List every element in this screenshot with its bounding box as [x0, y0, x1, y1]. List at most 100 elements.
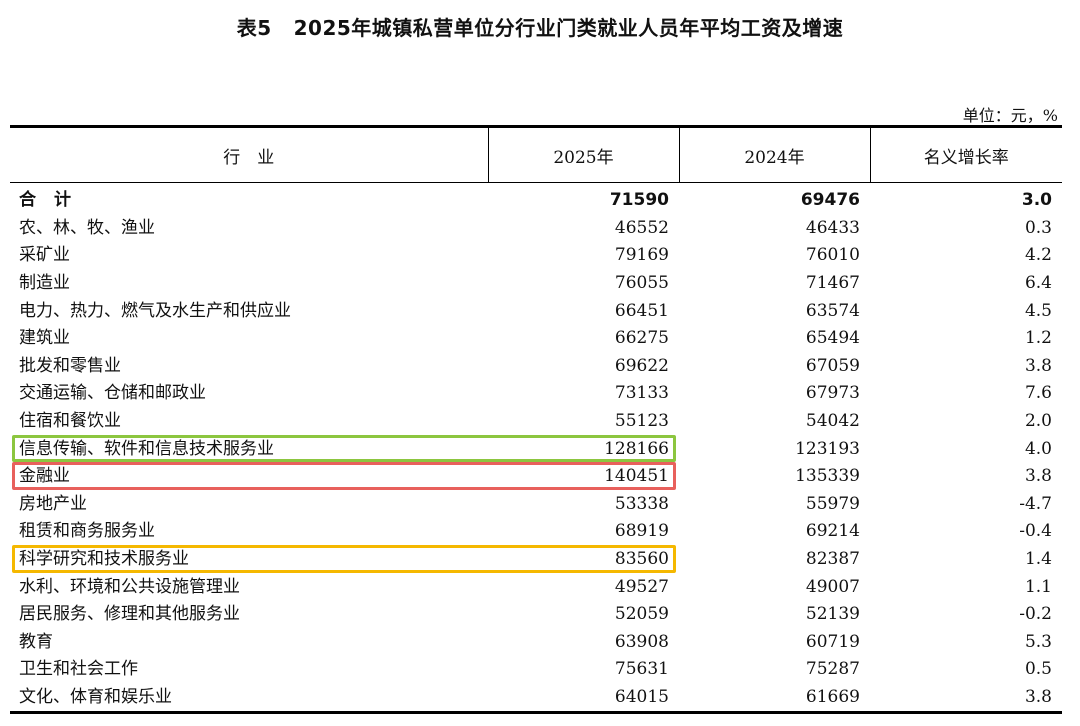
growth-rate: 7.6: [1024, 383, 1052, 404]
industry-name: 制造业: [19, 273, 70, 294]
value-2025: 52059: [614, 604, 669, 625]
value-2024: 63574: [805, 300, 860, 321]
header-growth: 名义增长率: [870, 126, 1062, 183]
growth-rate: 4.2: [1024, 245, 1052, 266]
value-2025: 76055: [614, 273, 669, 294]
table-row: 电力、热力、燃气及水生产和供应业 66451 63574 4.5: [10, 297, 1062, 325]
value-2024: 54042: [805, 411, 860, 432]
industry-name: 采矿业: [19, 245, 70, 266]
table-row: 文化、体育和娱乐业 64015 61669 3.8: [10, 684, 1062, 713]
value-2024: 67973: [805, 383, 860, 404]
industry-name: 科学研究和技术服务业: [19, 549, 189, 570]
industry-name: 房地产业: [19, 493, 87, 514]
value-2024: 123193: [795, 438, 860, 459]
table-row: 交通运输、仓储和邮政业 73133 67973 7.6: [10, 380, 1062, 408]
growth-rate: 2.0: [1024, 411, 1052, 432]
table-body: 合计 71590 69476 3.0 农、林、牧、渔业 46552 46433 0.3…: [10, 183, 1062, 713]
value-2025: 68919: [614, 521, 669, 542]
table-row: 金融业 140451 135339 3.8: [10, 463, 1062, 491]
value-2024: 60719: [805, 631, 860, 652]
industry-name: 金融业: [19, 466, 70, 487]
value-2024: 135339: [795, 466, 860, 487]
growth-rate: 6.4: [1024, 273, 1052, 294]
value-2025: 63908: [614, 631, 669, 652]
growth-rate: 3.8: [1024, 686, 1052, 707]
total-2024: 69476: [800, 190, 860, 211]
growth-rate: 1.2: [1024, 328, 1052, 349]
industry-name: 水利、环境和公共设施管理业: [19, 576, 240, 597]
value-2025: 140451: [604, 466, 669, 487]
table-row: 居民服务、修理和其他服务业 52059 52139 -0.2: [10, 601, 1062, 629]
industry-name: 教育: [19, 631, 53, 652]
value-2024: 76010: [805, 245, 860, 266]
value-2024: 75287: [805, 659, 860, 680]
table-row: 科学研究和技术服务业 83560 82387 1.4: [10, 546, 1062, 574]
table-title: 表5 2025年城镇私营单位分行业门类就业人员年平均工资及增速: [0, 12, 1080, 41]
growth-rate: 4.0: [1024, 438, 1052, 459]
growth-rate: 4.5: [1024, 300, 1052, 321]
table-row: 住宿和餐饮业 55123 54042 2.0: [10, 408, 1062, 436]
value-2025: 55123: [614, 411, 669, 432]
value-2025: 66275: [614, 328, 669, 349]
table-row: 制造业 76055 71467 6.4: [10, 270, 1062, 298]
total-growth: 3.0: [1021, 190, 1052, 211]
table-number: 表5: [236, 16, 272, 40]
value-2024: 61669: [805, 686, 860, 707]
industry-name: 建筑业: [19, 328, 70, 349]
industry-name: 交通运输、仓储和邮政业: [19, 383, 206, 404]
growth-rate: 3.8: [1024, 355, 1052, 376]
industry-name: 信息传输、软件和信息技术服务业: [19, 438, 274, 459]
total-2025: 71590: [609, 190, 669, 211]
industry-name: 文化、体育和娱乐业: [19, 686, 172, 707]
industry-name: 居民服务、修理和其他服务业: [19, 604, 240, 625]
table-row: 建筑业 66275 65494 1.2: [10, 325, 1062, 353]
growth-rate: 3.8: [1024, 466, 1052, 487]
table-row: 卫生和社会工作 75631 75287 0.5: [10, 656, 1062, 684]
table-row: 农、林、牧、渔业 46552 46433 0.3: [10, 215, 1062, 243]
table-row: 批发和零售业 69622 67059 3.8: [10, 353, 1062, 381]
value-2024: 55979: [805, 493, 860, 514]
table-row: 信息传输、软件和信息技术服务业 128166 123193 4.0: [10, 435, 1062, 463]
value-2025: 83560: [614, 549, 669, 570]
total-row: 合计 71590 69476 3.0: [10, 183, 1062, 215]
header-2024: 2024年: [679, 126, 871, 183]
value-2025: 73133: [614, 383, 669, 404]
value-2024: 71467: [805, 273, 860, 294]
table-title-text: 2025年城镇私营单位分行业门类就业人员年平均工资及增速: [293, 16, 844, 40]
growth-rate: 0.5: [1024, 659, 1052, 680]
table-row: 水利、环境和公共设施管理业 49527 49007 1.1: [10, 573, 1062, 601]
value-2025: 79169: [614, 245, 669, 266]
growth-rate: 1.1: [1024, 576, 1052, 597]
value-2024: 67059: [805, 355, 860, 376]
value-2024: 65494: [805, 328, 860, 349]
value-2024: 82387: [805, 549, 860, 570]
value-2025: 66451: [614, 300, 669, 321]
value-2024: 69214: [805, 521, 860, 542]
value-2024: 49007: [805, 576, 860, 597]
header-2025: 2025年: [488, 126, 680, 183]
wage-table: 行 业 2025年 2024年 名义增长率 合计 71590 69476 3.0…: [10, 125, 1062, 715]
header-industry: 行 业: [10, 126, 489, 183]
unit-note: 单位：元，%: [962, 106, 1058, 125]
value-2025: 128166: [604, 438, 669, 459]
industry-name: 租赁和商务服务业: [19, 521, 155, 542]
value-2025: 64015: [614, 686, 669, 707]
total-label: 合计: [19, 190, 89, 211]
growth-rate: -0.2: [1019, 604, 1052, 625]
value-2025: 49527: [614, 576, 669, 597]
value-2025: 46552: [614, 217, 669, 238]
table-row: 房地产业 53338 55979 -4.7: [10, 491, 1062, 519]
header-row: 行 业 2025年 2024年 名义增长率: [10, 126, 1062, 183]
growth-rate: 0.3: [1024, 217, 1052, 238]
table-row: 教育 63908 60719 5.3: [10, 629, 1062, 657]
industry-name: 电力、热力、燃气及水生产和供应业: [19, 300, 291, 321]
industry-name: 住宿和餐饮业: [19, 411, 121, 432]
growth-rate: -4.7: [1019, 493, 1052, 514]
growth-rate: 1.4: [1024, 549, 1052, 570]
value-2025: 69622: [614, 355, 669, 376]
industry-name: 批发和零售业: [19, 355, 121, 376]
value-2025: 75631: [614, 659, 669, 680]
industry-name: 农、林、牧、渔业: [19, 217, 155, 238]
value-2024: 52139: [805, 604, 860, 625]
table-row: 采矿业 79169 76010 4.2: [10, 242, 1062, 270]
